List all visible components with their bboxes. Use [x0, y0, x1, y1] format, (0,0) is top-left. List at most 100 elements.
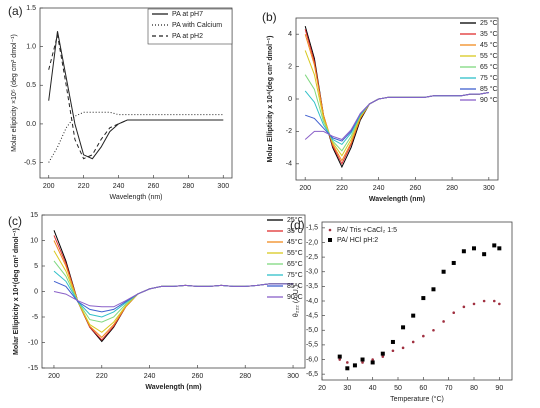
y-axis-label: Molar Ellipticity x 10⁴(deg cm² dmol⁻¹) — [267, 36, 274, 163]
x-tick-label: 50 — [394, 385, 402, 392]
point — [411, 313, 416, 318]
point — [497, 246, 502, 251]
y-tick-label: -5 — [32, 314, 38, 321]
y-tick-label: 0 — [34, 288, 38, 295]
point — [421, 296, 426, 301]
x-tick-label: 260 — [148, 183, 160, 190]
series-line — [53, 270, 293, 318]
point — [401, 325, 406, 330]
x-axis-label: Wavelength (nm) — [109, 194, 162, 201]
y-tick-label: -6,0 — [306, 356, 318, 363]
point — [432, 328, 435, 332]
y-tick-label: -4,0 — [306, 298, 318, 305]
point — [370, 360, 375, 365]
point — [391, 349, 395, 353]
y-tick-label: -2 — [286, 128, 292, 135]
point — [411, 340, 415, 344]
y-tick-label: -1,5 — [306, 225, 318, 232]
legend-label: 25 °C — [480, 19, 498, 27]
legend-swatch — [328, 228, 332, 232]
y-tick-label: -5,0 — [306, 327, 318, 334]
legend-label: 75°C — [287, 271, 303, 279]
legend-label: 45°C — [287, 238, 303, 246]
x-tick-label: 260 — [410, 185, 422, 192]
legend-label: 90 °C — [480, 96, 498, 104]
x-tick-label: 260 — [192, 373, 204, 380]
legend-label: 90°C — [287, 293, 303, 301]
legend-label: 35 °C — [480, 30, 498, 38]
point — [492, 243, 497, 248]
x-tick-label: 240 — [144, 373, 156, 380]
series-line — [48, 34, 224, 160]
y-axis-label: Molar ellipticity ×10⁵ (deg cm² dmol⁻¹) — [11, 34, 18, 152]
point — [422, 334, 425, 338]
x-axis-label: Wavelength (nm) — [369, 196, 425, 203]
point — [482, 252, 487, 257]
y-axis-label: θ₂₂₂ (A.U.) — [293, 285, 300, 317]
x-tick-label: 220 — [336, 185, 348, 192]
y-tick-label: -10 — [28, 339, 38, 346]
legend-label: 25°C — [287, 216, 303, 224]
y-tick-label: -15 — [28, 365, 38, 372]
plot-frame — [39, 7, 233, 179]
x-tick-label: 70 — [445, 385, 453, 392]
panel-label: (c) — [8, 214, 22, 228]
x-tick-label: 280 — [239, 373, 251, 380]
y-tick-label: -0.5 — [24, 159, 36, 166]
x-tick-label: 280 — [183, 183, 195, 190]
y-tick-label: 10 — [30, 237, 38, 244]
x-axis-label: Wavelength (nm) — [145, 384, 201, 391]
x-tick-label: 280 — [446, 185, 458, 192]
point — [472, 302, 476, 306]
x-tick-label: 220 — [78, 183, 90, 190]
x-tick-label: 90 — [495, 385, 503, 392]
x-tick-label: 200 — [48, 373, 60, 380]
point — [361, 361, 364, 364]
series-line — [53, 283, 293, 308]
y-tick-label: 4 — [288, 31, 292, 38]
legend-label: PA/ HCl pH:2 — [337, 237, 378, 244]
point — [498, 302, 501, 306]
point — [390, 339, 395, 344]
legend-label: 65 °C — [480, 63, 498, 71]
point — [371, 358, 374, 361]
y-tick-label: -3,0 — [306, 269, 318, 276]
series-line — [53, 260, 293, 323]
legend-swatch — [328, 238, 332, 242]
legend-label: 85°C — [287, 282, 303, 290]
series-line — [53, 240, 293, 339]
point — [442, 320, 445, 323]
x-tick-label: 200 — [43, 183, 55, 190]
point — [346, 361, 349, 364]
point — [401, 346, 405, 350]
x-tick-label: 300 — [483, 185, 495, 192]
x-tick-label: 40 — [369, 385, 377, 392]
point — [337, 354, 342, 359]
legend-label: 55°C — [287, 249, 303, 257]
x-axis-label: Temperature (°C) — [390, 395, 444, 403]
y-tick-label: 2 — [288, 63, 292, 70]
y-tick-label: 5 — [34, 263, 38, 270]
x-tick-label: 80 — [470, 385, 478, 392]
y-tick-label: 15 — [30, 212, 38, 219]
x-tick-label: 300 — [287, 373, 299, 380]
x-tick-label: 20 — [318, 385, 326, 392]
y-tick-label: -4,5 — [306, 312, 318, 319]
plot-frame — [41, 214, 306, 369]
point — [338, 358, 342, 361]
x-tick-label: 220 — [96, 373, 108, 380]
y-tick-label: -3,5 — [306, 283, 318, 290]
y-tick-label: 0.0 — [26, 121, 36, 128]
legend-label: 45 °C — [480, 41, 498, 49]
plot-frame — [295, 17, 499, 181]
point — [452, 311, 456, 315]
point — [461, 249, 466, 254]
legend-label: 35°C — [287, 227, 303, 235]
point — [360, 357, 365, 362]
legend-label: 65°C — [287, 260, 303, 268]
y-tick-label: -4 — [286, 161, 292, 168]
legend-label: PA with Calcium — [172, 22, 222, 29]
point — [451, 260, 456, 265]
point — [380, 351, 385, 356]
x-tick-label: 200 — [299, 185, 311, 192]
